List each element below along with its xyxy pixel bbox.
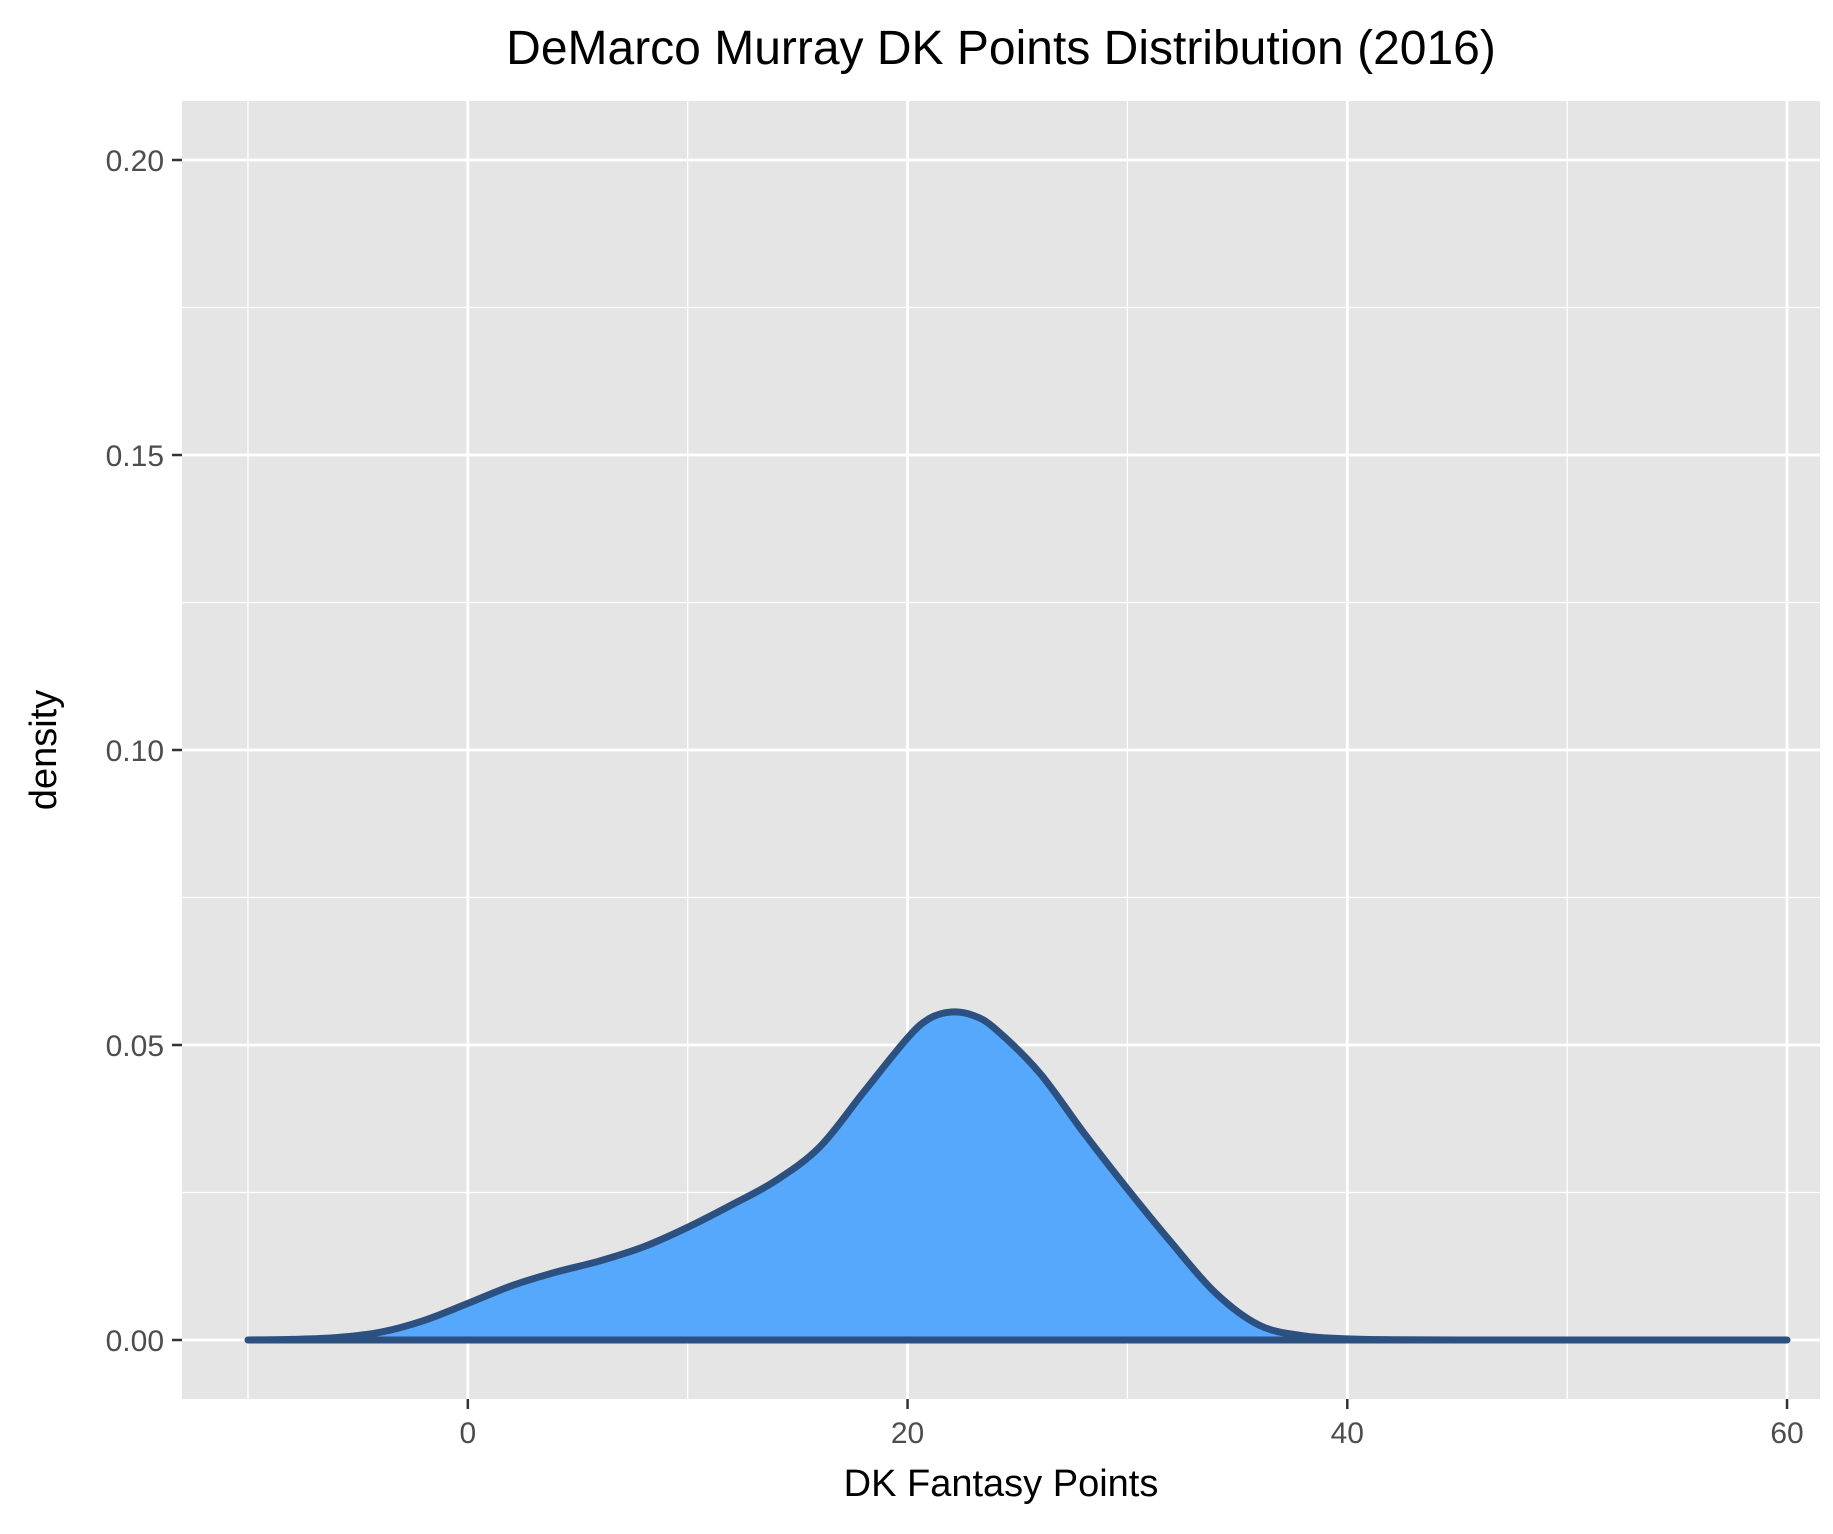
y-axis-title: density	[23, 690, 65, 810]
x-tick-label: 0	[459, 1417, 476, 1450]
density-outline	[244, 1008, 1791, 1344]
x-tick-label: 20	[891, 1417, 924, 1450]
y-tick-label: 0.10	[106, 735, 164, 768]
density-area-fill	[247, 1011, 1788, 1341]
axes: 0 20 40 60 0.00 0.05 0.10 0.15 0.20	[106, 145, 1804, 1450]
x-tick-label: 60	[1770, 1417, 1803, 1450]
x-axis-title: DK Fantasy Points	[844, 1463, 1159, 1505]
y-tick-label: 0.00	[106, 1325, 164, 1358]
y-tick-label: 0.15	[106, 440, 164, 473]
y-tick-label: 0.05	[106, 1030, 164, 1063]
chart-title: DeMarco Murray DK Points Distribution (2…	[506, 22, 1496, 75]
x-tick-label: 40	[1331, 1417, 1364, 1450]
y-tick-label: 0.20	[106, 145, 164, 178]
data-layer	[244, 1008, 1791, 1344]
